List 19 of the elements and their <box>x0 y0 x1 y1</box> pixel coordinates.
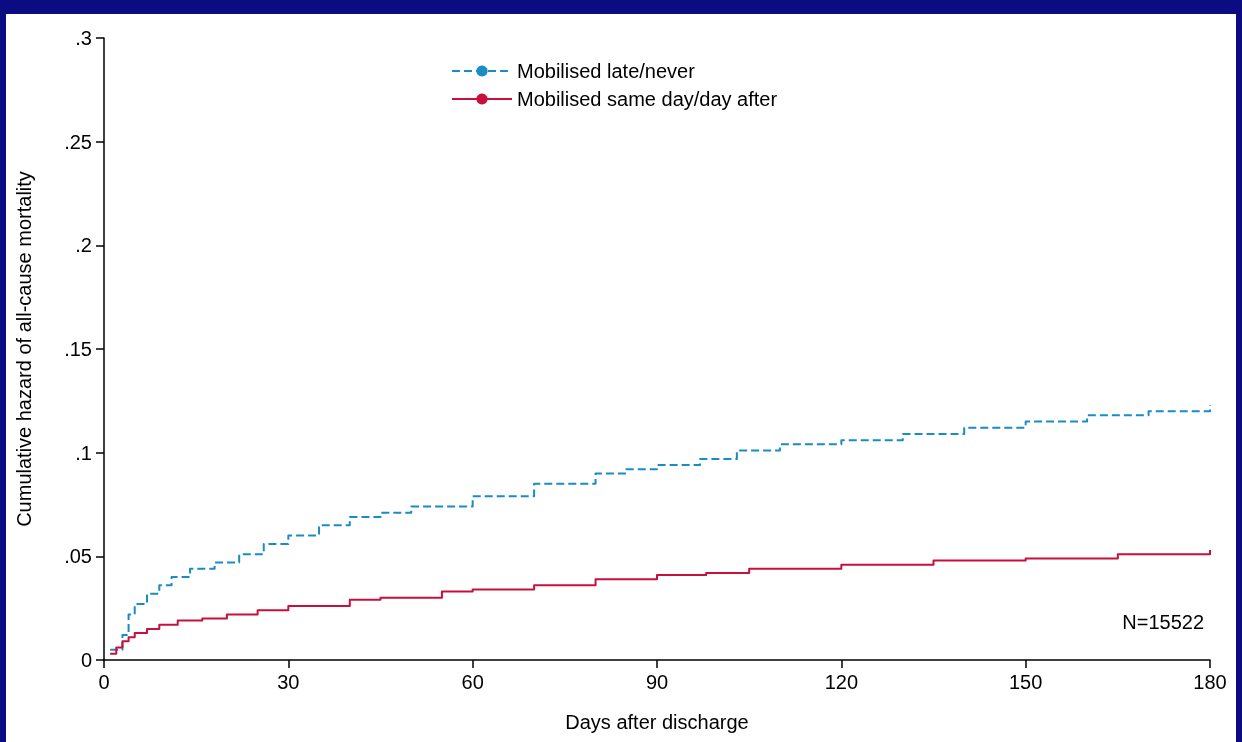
annotation: N=15522 <box>1122 611 1205 633</box>
y-tick-label: .15 <box>64 338 92 360</box>
x-tick-label: 150 <box>1008 671 1043 693</box>
x-tick-label: 120 <box>824 671 859 693</box>
x-tick-label: 60 <box>461 671 484 693</box>
legend-label: Mobilised late/never <box>517 60 696 82</box>
y-tick-label: .1 <box>75 441 92 464</box>
legend-label: Mobilised same day/day after <box>517 88 778 110</box>
y-tick-label: .3 <box>75 27 92 49</box>
x-tick-label: 180 <box>1193 671 1227 693</box>
x-tick-label: 30 <box>277 671 300 693</box>
x-axis-title: Days after discharge <box>565 711 749 733</box>
y-axis-title: Cumulative hazard of all-cause mortality <box>13 171 35 527</box>
y-tick-label: .2 <box>75 234 92 257</box>
x-tick-label: 0 <box>98 671 110 693</box>
x-tick-label: 90 <box>645 671 669 693</box>
y-tick-label: .05 <box>64 545 92 568</box>
y-tick-label: .25 <box>64 130 92 153</box>
y-tick-label: 0 <box>80 649 92 671</box>
